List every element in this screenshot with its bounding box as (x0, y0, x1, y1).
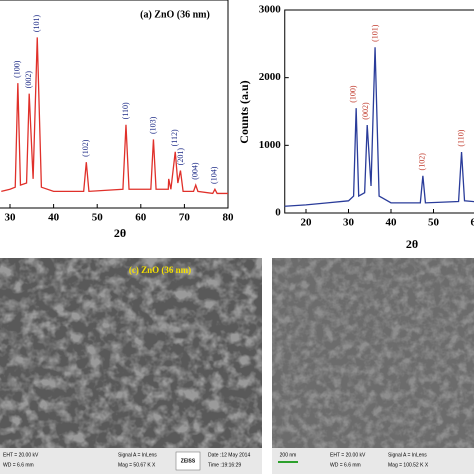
peak-label: (004) (191, 162, 200, 180)
y-tick-label: 0 (275, 207, 281, 219)
x-tick-label: 60 (135, 212, 147, 224)
y-tick-label: 2000 (259, 71, 282, 83)
peak-label: (102) (81, 139, 90, 157)
peak-label: (100) (13, 60, 22, 78)
x-tick-label: 40 (386, 217, 398, 229)
info-text: Date :12 May 2014 (208, 452, 250, 458)
peak-label: (112) (170, 129, 179, 146)
sem-texture (272, 258, 474, 448)
peak-label: (100) (348, 85, 357, 103)
logo-box (175, 451, 201, 471)
plot-frame (284, 9, 474, 214)
info-bar (0, 448, 262, 474)
peak-label: (201) (176, 148, 185, 166)
x-tick-label: 40 (48, 212, 60, 224)
x-axis-label: 2θ (406, 237, 418, 251)
chart-title: (a) ZnO (36 nm) (140, 9, 210, 20)
peak-label: (102) (418, 153, 427, 171)
info-bar (272, 448, 474, 474)
x-tick-label: 30 (5, 212, 17, 224)
info-text: Time :19:16:29 (208, 462, 241, 468)
peak-label: (002) (24, 71, 33, 89)
x-tick-label: 70 (179, 212, 191, 224)
info-text: Mag = 100.52 K X (388, 462, 429, 468)
x-axis-label: 2θ (114, 226, 126, 240)
data-line (1, 37, 228, 195)
peak-label: (101) (371, 24, 380, 42)
peak-label: (104) (210, 166, 219, 184)
sem-label: (c) ZnO (36 nm) (129, 265, 191, 275)
data-line (284, 47, 474, 207)
peak-label: (002) (361, 102, 370, 120)
x-tick-label: 50 (92, 212, 104, 224)
x-tick-label: 30 (343, 217, 355, 229)
info-text: EHT = 20.00 kV (330, 452, 366, 458)
x-tick-label: 60 (471, 217, 474, 229)
y-axis-label: Counts (a.u) (237, 80, 251, 143)
sem-texture (0, 258, 262, 448)
y-tick-label: 3000 (259, 4, 282, 16)
peak-label: (103) (148, 116, 157, 134)
x-tick-label: 20 (301, 217, 313, 229)
peak-label: (110) (121, 102, 130, 119)
peak-label: (101) (32, 14, 41, 32)
peak-label: (110) (456, 129, 465, 146)
x-tick-label: 50 (428, 217, 440, 229)
info-text: Signal A = InLens (388, 452, 427, 458)
info-text: WD = 6.6 mm (3, 462, 34, 468)
scale-label: 200 nm (280, 452, 297, 458)
info-text: Mag = 50.67 K X (118, 462, 156, 468)
logo: ZEISS (181, 458, 196, 464)
y-tick-label: 1000 (259, 139, 282, 151)
x-tick-label: 80 (223, 212, 235, 224)
info-text: EHT = 20.00 kV (3, 452, 39, 458)
info-text: Signal A = InLens (118, 452, 157, 458)
info-text: WD = 6.6 mm (330, 462, 361, 468)
